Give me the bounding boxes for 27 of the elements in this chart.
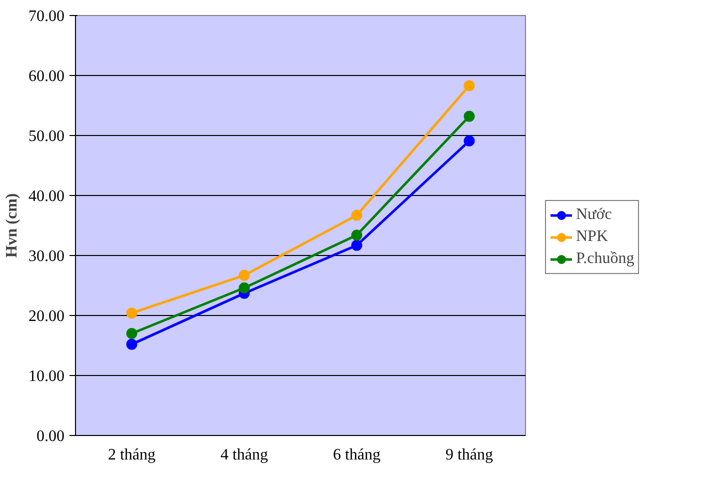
point bbox=[464, 80, 475, 92]
point bbox=[351, 240, 362, 251]
y-tick-label: 10.00 bbox=[28, 368, 64, 385]
y-tick-label: 40.00 bbox=[28, 188, 64, 205]
point bbox=[351, 210, 362, 221]
y-tick-label: 30.00 bbox=[28, 248, 64, 265]
point bbox=[464, 110, 475, 122]
point bbox=[464, 135, 475, 146]
point bbox=[126, 308, 138, 319]
legend-label: NPK bbox=[576, 228, 608, 246]
legend-label: P.chuồng bbox=[576, 250, 634, 268]
y-tick-label: 0.00 bbox=[36, 428, 64, 445]
x-tick-label: 4 tháng bbox=[220, 446, 268, 464]
legend-label: Nước bbox=[576, 206, 612, 224]
x-tick-label: 2 tháng bbox=[108, 446, 156, 464]
y-axis-title: Hvn (cm) bbox=[4, 193, 20, 258]
x-tick-label: 9 tháng bbox=[445, 446, 494, 464]
y-tick-label: 60.00 bbox=[28, 68, 64, 85]
point bbox=[351, 230, 362, 241]
y-tick-label: 20.00 bbox=[28, 308, 64, 325]
x-tick-label: 6 tháng bbox=[332, 446, 381, 464]
point bbox=[238, 282, 250, 294]
point bbox=[126, 328, 138, 339]
point bbox=[126, 338, 138, 350]
point bbox=[238, 270, 250, 281]
y-tick-label: 50.00 bbox=[28, 128, 64, 145]
y-tick-label: 70.00 bbox=[28, 8, 64, 25]
